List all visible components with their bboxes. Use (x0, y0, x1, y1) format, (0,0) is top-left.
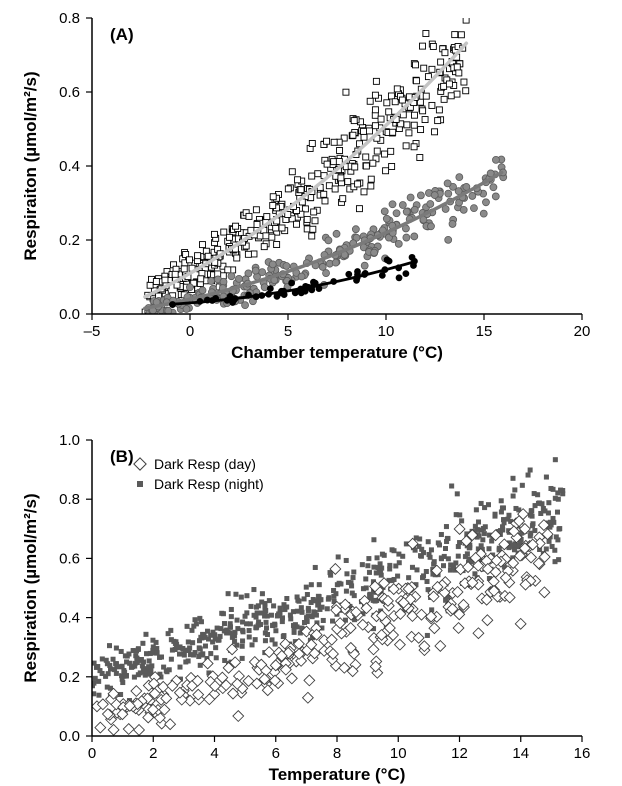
legend-item-label: Dark Resp (night) (154, 476, 264, 492)
xtick-label: 10 (378, 323, 395, 340)
xtick-label: 15 (476, 323, 493, 340)
y-axis-label: Respiraiton (µmol/m²/s) (21, 71, 40, 260)
x-axis-label: Chamber temperature (°C) (231, 343, 443, 362)
x-axis-label: Temperature (°C) (269, 765, 406, 784)
plot-panel: 0 2 4 6 8 10 12 14 16 0.0 0.2 0.4 0.6 0.8 1.0 Temperatu… (21, 432, 590, 784)
panel-label: (A) (110, 25, 134, 44)
xtick-label: 20 (574, 323, 591, 340)
xtick-label: 4 (210, 745, 218, 762)
ytick-label: 0.2 (59, 232, 80, 249)
xtick-label: 2 (149, 745, 157, 762)
figure-svg: –5051015200.00.20.40.60.8Chamber tempera… (0, 0, 622, 786)
ytick-label: 0.4 (59, 610, 80, 627)
ytick-label: 0.6 (59, 550, 80, 567)
ytick-label: 0.4 (59, 158, 80, 175)
ytick-label: 0.8 (59, 491, 80, 508)
xtick-label: 12 (451, 745, 468, 762)
panel-label: (B) (110, 447, 134, 466)
ytick-label: 1.0 (59, 432, 80, 449)
xtick-label: 14 (512, 745, 529, 762)
xtick-label: –5 (84, 323, 101, 340)
xtick-label: 0 (186, 323, 194, 340)
ytick-label: 0.2 (59, 669, 80, 686)
figure-page: –5051015200.00.20.40.60.8Chamber tempera… (0, 0, 622, 786)
xtick-label: 6 (272, 745, 280, 762)
plot-panel: –5 0 5 10 15 20 0.0 0.2 0.4 0.6 0.8 Chamber tempera… (21, 10, 590, 362)
legend: Dark Resp (day) Dark Resp (night) (134, 456, 264, 492)
xtick-label: 8 (333, 745, 341, 762)
ytick-label: 0.6 (59, 84, 80, 101)
xtick-label: 5 (284, 323, 292, 340)
xtick-label: 10 (390, 745, 407, 762)
ytick-label: 0.8 (59, 10, 80, 27)
y-axis-label: Respiration (µmol/m²/s) (21, 493, 40, 682)
xtick-label: 0 (88, 745, 96, 762)
ytick-label: 0.0 (59, 728, 80, 745)
xtick-label: 16 (574, 745, 591, 762)
legend-item-label: Dark Resp (day) (154, 456, 256, 472)
ytick-label: 0.0 (59, 306, 80, 323)
